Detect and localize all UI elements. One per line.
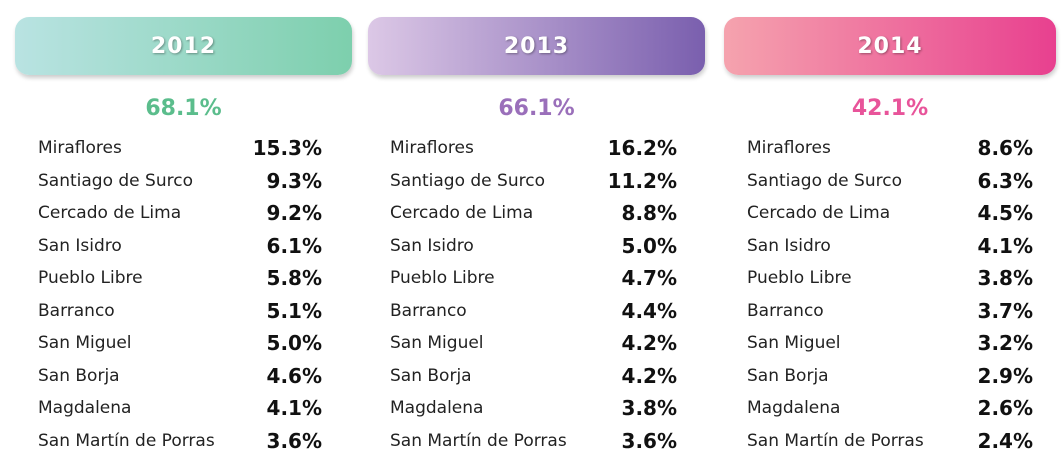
district-name: San Martín de Porras <box>38 430 215 451</box>
total-percent: 66.1% <box>498 96 575 121</box>
district-name: Pueblo Libre <box>390 268 495 288</box>
district-name: Barranco <box>747 300 824 321</box>
district-value: 3.8% <box>977 266 1033 290</box>
district-value: 6.3% <box>977 168 1033 193</box>
district-value: 4.4% <box>621 298 677 323</box>
district-value: 5.8% <box>266 266 322 290</box>
district-name: Pueblo Libre <box>747 268 852 288</box>
total-percent: 42.1% <box>851 96 929 121</box>
district-name: San Borja <box>747 365 829 386</box>
district-value: 5.1% <box>266 298 322 323</box>
district-value: 2.9% <box>977 363 1033 388</box>
district-value: 5.0% <box>621 233 677 258</box>
district-value: 3.6% <box>266 428 322 453</box>
district-value: 3.6% <box>621 428 677 453</box>
district-value: 15.3% <box>252 136 322 160</box>
district-value: 4.2% <box>621 331 677 355</box>
district-name: Cercado de Lima <box>38 203 182 223</box>
district-name: San Borja <box>38 365 120 386</box>
district-value: 4.1% <box>977 233 1033 258</box>
district-name: San Martín de Porras <box>390 430 567 451</box>
total-percent: 68.1% <box>145 96 222 121</box>
district-value: 2.4% <box>977 428 1033 453</box>
district-name: San Isidro <box>747 235 831 256</box>
district-value: 2.6% <box>977 396 1033 420</box>
district-value: 5.0% <box>266 331 322 355</box>
district-value: 4.5% <box>977 201 1033 225</box>
district-name: San Martín de Porras <box>747 430 924 451</box>
year-header: 2012 <box>15 17 352 75</box>
district-name: Magdalena <box>38 398 132 418</box>
district-name: Barranco <box>38 300 115 321</box>
district-name: San Isidro <box>38 235 122 256</box>
district-value: 9.2% <box>266 201 322 225</box>
district-name: Magdalena <box>747 398 841 418</box>
district-name: Santiago de Surco <box>747 170 902 191</box>
district-name: Pueblo Libre <box>38 268 143 288</box>
year-header: 2013 <box>368 17 705 75</box>
district-name: San Miguel <box>38 333 132 353</box>
district-name: Miraflores <box>390 138 474 158</box>
district-name: Barranco <box>390 300 467 321</box>
district-value: 4.7% <box>621 266 677 290</box>
district-value: 4.2% <box>621 363 677 388</box>
district-value: 6.1% <box>266 233 322 258</box>
district-name: Miraflores <box>38 138 122 158</box>
district-name: San Miguel <box>390 333 484 353</box>
district-name: Santiago de Surco <box>390 170 545 191</box>
district-value: 3.7% <box>977 298 1033 323</box>
district-value: 4.1% <box>266 396 322 420</box>
district-name: Magdalena <box>390 398 484 418</box>
district-value: 3.2% <box>977 331 1033 355</box>
district-name: San Borja <box>390 365 472 386</box>
district-value: 8.6% <box>977 136 1033 160</box>
district-name: Cercado de Lima <box>747 203 891 223</box>
district-value: 3.8% <box>621 396 677 420</box>
district-name: Santiago de Surco <box>38 170 193 191</box>
district-value: 9.3% <box>266 168 322 193</box>
year-header: 2014 <box>724 17 1056 75</box>
district-name: Cercado de Lima <box>390 203 534 223</box>
district-value: 4.6% <box>266 363 322 388</box>
district-value: 8.8% <box>621 201 677 225</box>
district-name: San Isidro <box>390 235 474 256</box>
district-name: Miraflores <box>747 138 831 158</box>
district-name: San Miguel <box>747 333 841 353</box>
district-value: 11.2% <box>607 168 677 193</box>
district-value: 16.2% <box>607 136 677 160</box>
